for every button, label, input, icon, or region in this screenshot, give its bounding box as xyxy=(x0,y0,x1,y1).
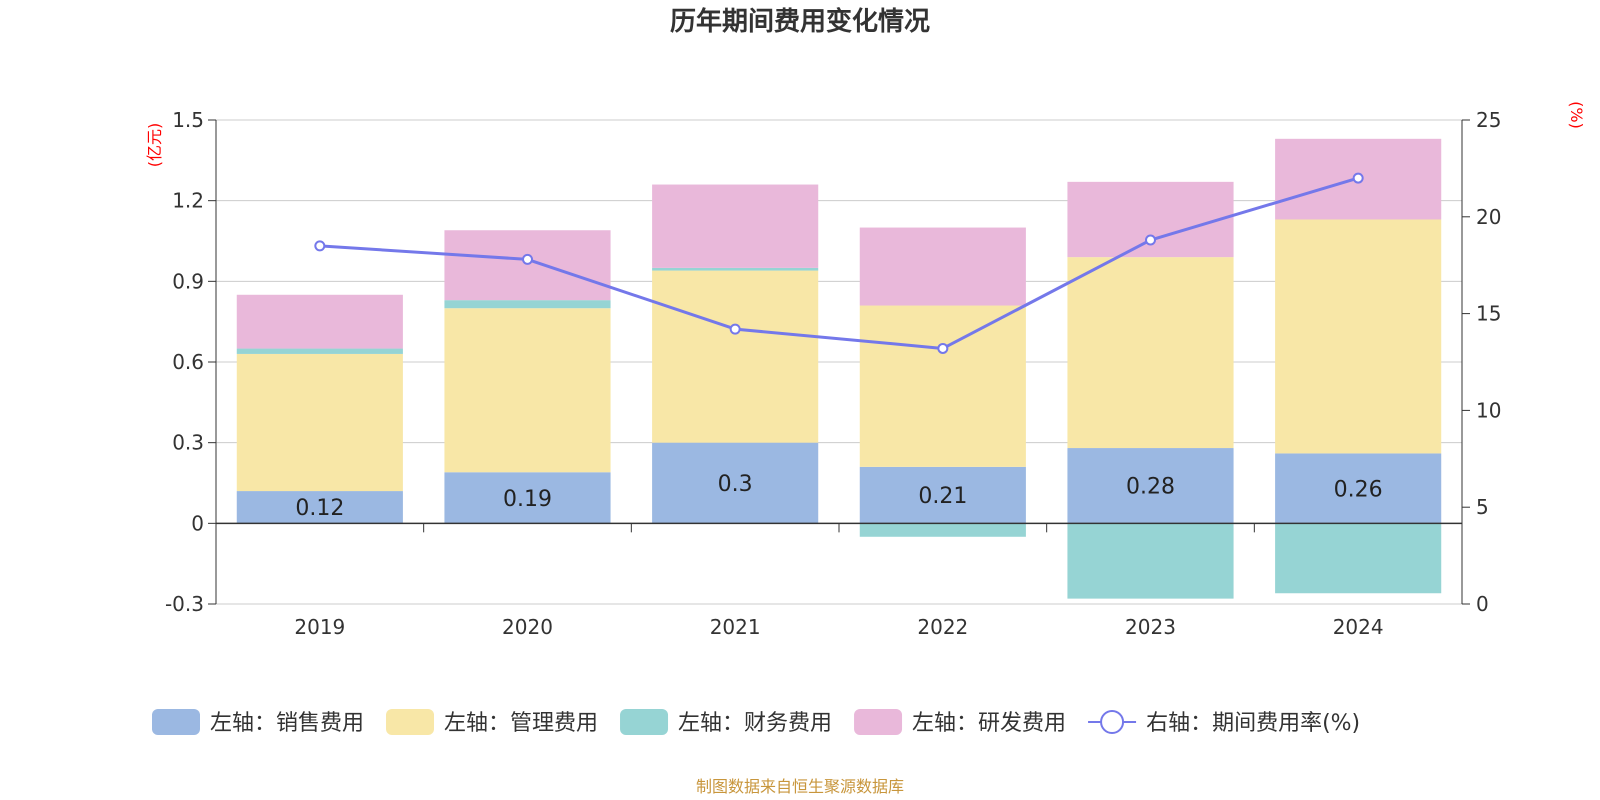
right-tick-label: 20 xyxy=(1476,205,1501,229)
legend-label: 左轴：销售费用 xyxy=(210,711,364,736)
bar-segment xyxy=(859,227,1026,306)
left-axis-unit: (亿元) xyxy=(145,123,164,168)
grid-lines xyxy=(216,119,1462,605)
bar-segment xyxy=(1067,181,1234,258)
right-axis-unit: (%) xyxy=(1567,101,1586,129)
bar-segment xyxy=(444,230,611,301)
data-label: 0.12 xyxy=(295,496,344,521)
x-tick-label: 2024 xyxy=(1333,615,1384,639)
right-tick-label: 15 xyxy=(1476,302,1501,326)
legend: 左轴：销售费用 左轴：管理费用 左轴：财务费用 左轴：研发费用 右轴：期间费用率(%) xyxy=(152,709,1360,736)
chart-title: 历年期间费用变化情况 xyxy=(670,6,930,37)
data-label: 0.19 xyxy=(503,487,552,512)
bar-segment xyxy=(859,466,1026,524)
rate-point xyxy=(314,240,326,252)
rate-point xyxy=(937,342,949,354)
rate-point xyxy=(522,253,533,265)
left-tick-label: 1.2 xyxy=(172,189,204,213)
data-labels: 0.12 0.19 0.3 0.21 0.28 0.26 xyxy=(295,472,1382,521)
rate-point xyxy=(1352,172,1364,184)
right-tick-label: 10 xyxy=(1476,398,1501,422)
bar-segment xyxy=(1067,523,1234,599)
x-tick-label: 2022 xyxy=(917,615,968,639)
left-tick-label: -0.3 xyxy=(165,592,204,616)
rate-point xyxy=(729,323,741,335)
legend-marker xyxy=(1100,710,1125,734)
bar-segment xyxy=(236,353,403,492)
bar-segment xyxy=(652,267,819,271)
data-label: 0.3 xyxy=(718,472,753,497)
legend-label: 左轴：管理费用 xyxy=(444,711,598,736)
legend-label: 右轴：期间费用率(%) xyxy=(1146,711,1360,736)
legend-swatch xyxy=(386,709,435,735)
left-tick-label: 0.6 xyxy=(172,350,204,374)
bar-segment xyxy=(444,308,611,473)
bar-segment xyxy=(236,348,403,354)
rate-line xyxy=(314,172,1364,354)
legend-label: 左轴：研发费用 xyxy=(912,711,1066,736)
x-tick-label: 2019 xyxy=(294,615,345,639)
source-note: 制图数据来自恒生聚源数据库 xyxy=(696,777,904,796)
rate-point xyxy=(1145,234,1156,246)
bar-segment xyxy=(444,300,611,309)
bar-segment xyxy=(444,472,611,524)
x-tick-label: 2020 xyxy=(502,615,553,639)
x-tick-label: 2021 xyxy=(710,615,761,639)
data-label: 0.28 xyxy=(1126,475,1175,500)
left-tick-label: 1.5 xyxy=(172,108,204,132)
bar-segment xyxy=(652,270,819,443)
bar-segment xyxy=(1275,219,1442,454)
legend-swatch xyxy=(854,709,903,735)
bar-segment xyxy=(236,294,403,349)
legend-swatch xyxy=(152,709,200,735)
x-tick-label: 2023 xyxy=(1125,615,1176,639)
right-tick-label: 5 xyxy=(1476,495,1489,519)
left-tick-label: 0.3 xyxy=(172,431,204,455)
bar-segment xyxy=(1275,523,1442,594)
bar-segment xyxy=(1275,453,1442,524)
data-label: 0.26 xyxy=(1334,477,1383,502)
data-label: 0.21 xyxy=(918,484,967,509)
axes: -0.3 0 0.3 0.6 0.9 1.2 1.5 0 5 10 15 20 25 2019 2020 20… xyxy=(165,108,1501,639)
legend-swatch xyxy=(620,709,669,735)
bar-segment xyxy=(652,184,819,268)
legend-label: 左轴：财务费用 xyxy=(678,711,832,736)
left-tick-label: 0 xyxy=(191,511,204,535)
bar-segment xyxy=(859,305,1026,467)
bar-segment xyxy=(1067,448,1234,524)
bars xyxy=(236,138,1442,599)
rate-polyline xyxy=(319,176,1359,350)
bar-segment xyxy=(1067,257,1234,449)
bar-segment xyxy=(236,491,403,524)
bar-segment xyxy=(859,523,1026,537)
right-tick-label: 0 xyxy=(1476,592,1489,616)
bar-segment xyxy=(652,442,819,524)
right-tick-label: 25 xyxy=(1476,108,1501,132)
left-tick-label: 0.9 xyxy=(172,269,204,293)
